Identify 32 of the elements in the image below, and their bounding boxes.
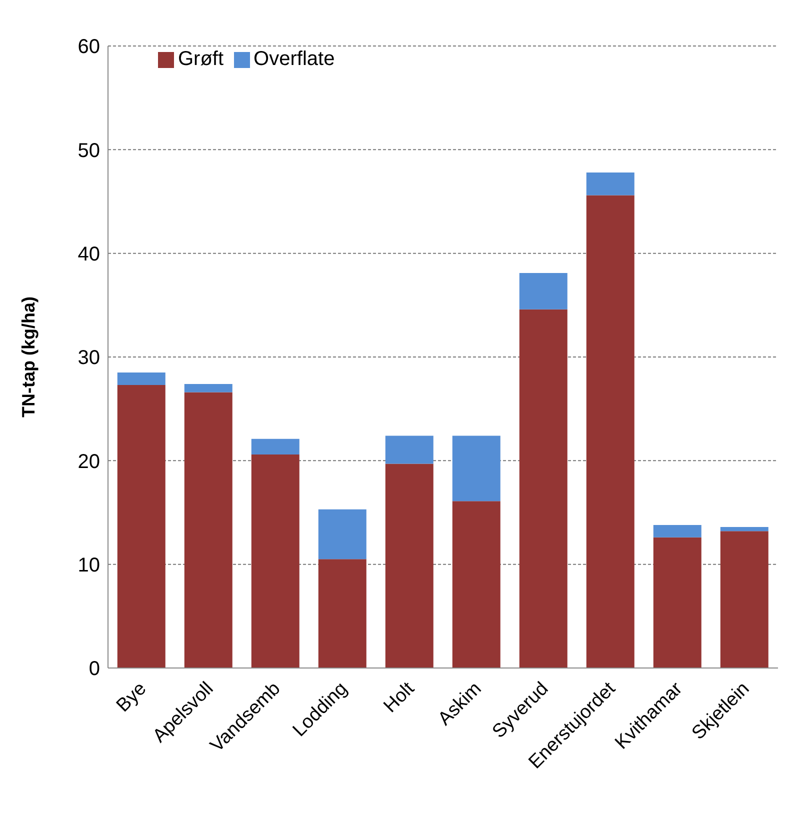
bar xyxy=(251,438,300,454)
legend-label: Overflate xyxy=(254,48,335,70)
y-tick-label: 10 xyxy=(78,554,100,576)
bar xyxy=(385,464,434,668)
y-tick-label: 60 xyxy=(78,36,100,58)
y-tick-label: 30 xyxy=(78,347,100,370)
bar xyxy=(519,273,568,310)
bar xyxy=(251,454,300,668)
bar xyxy=(117,384,166,668)
y-tick-label: 20 xyxy=(78,450,100,473)
bar xyxy=(452,436,500,502)
bar xyxy=(519,309,568,668)
bar xyxy=(318,559,366,668)
bar xyxy=(318,509,366,560)
bar xyxy=(184,384,232,392)
bar xyxy=(653,537,702,668)
bar xyxy=(586,195,634,668)
bar xyxy=(653,524,702,538)
x-tick-label: Bye xyxy=(112,678,151,716)
y-tick-label: 50 xyxy=(78,140,100,162)
y-tick-label: 40 xyxy=(78,243,100,266)
y-tick-label: 0 xyxy=(88,658,100,680)
x-tick-label: Holt xyxy=(380,678,420,718)
bar xyxy=(720,527,768,532)
bar xyxy=(720,531,768,668)
bar xyxy=(184,392,232,668)
bar xyxy=(586,172,634,196)
y-axis-title: TN-tap (kg/ha) xyxy=(18,296,38,418)
bar xyxy=(452,501,500,668)
bar xyxy=(117,372,166,385)
bar xyxy=(385,436,434,464)
legend-label: Grøft xyxy=(178,48,224,70)
